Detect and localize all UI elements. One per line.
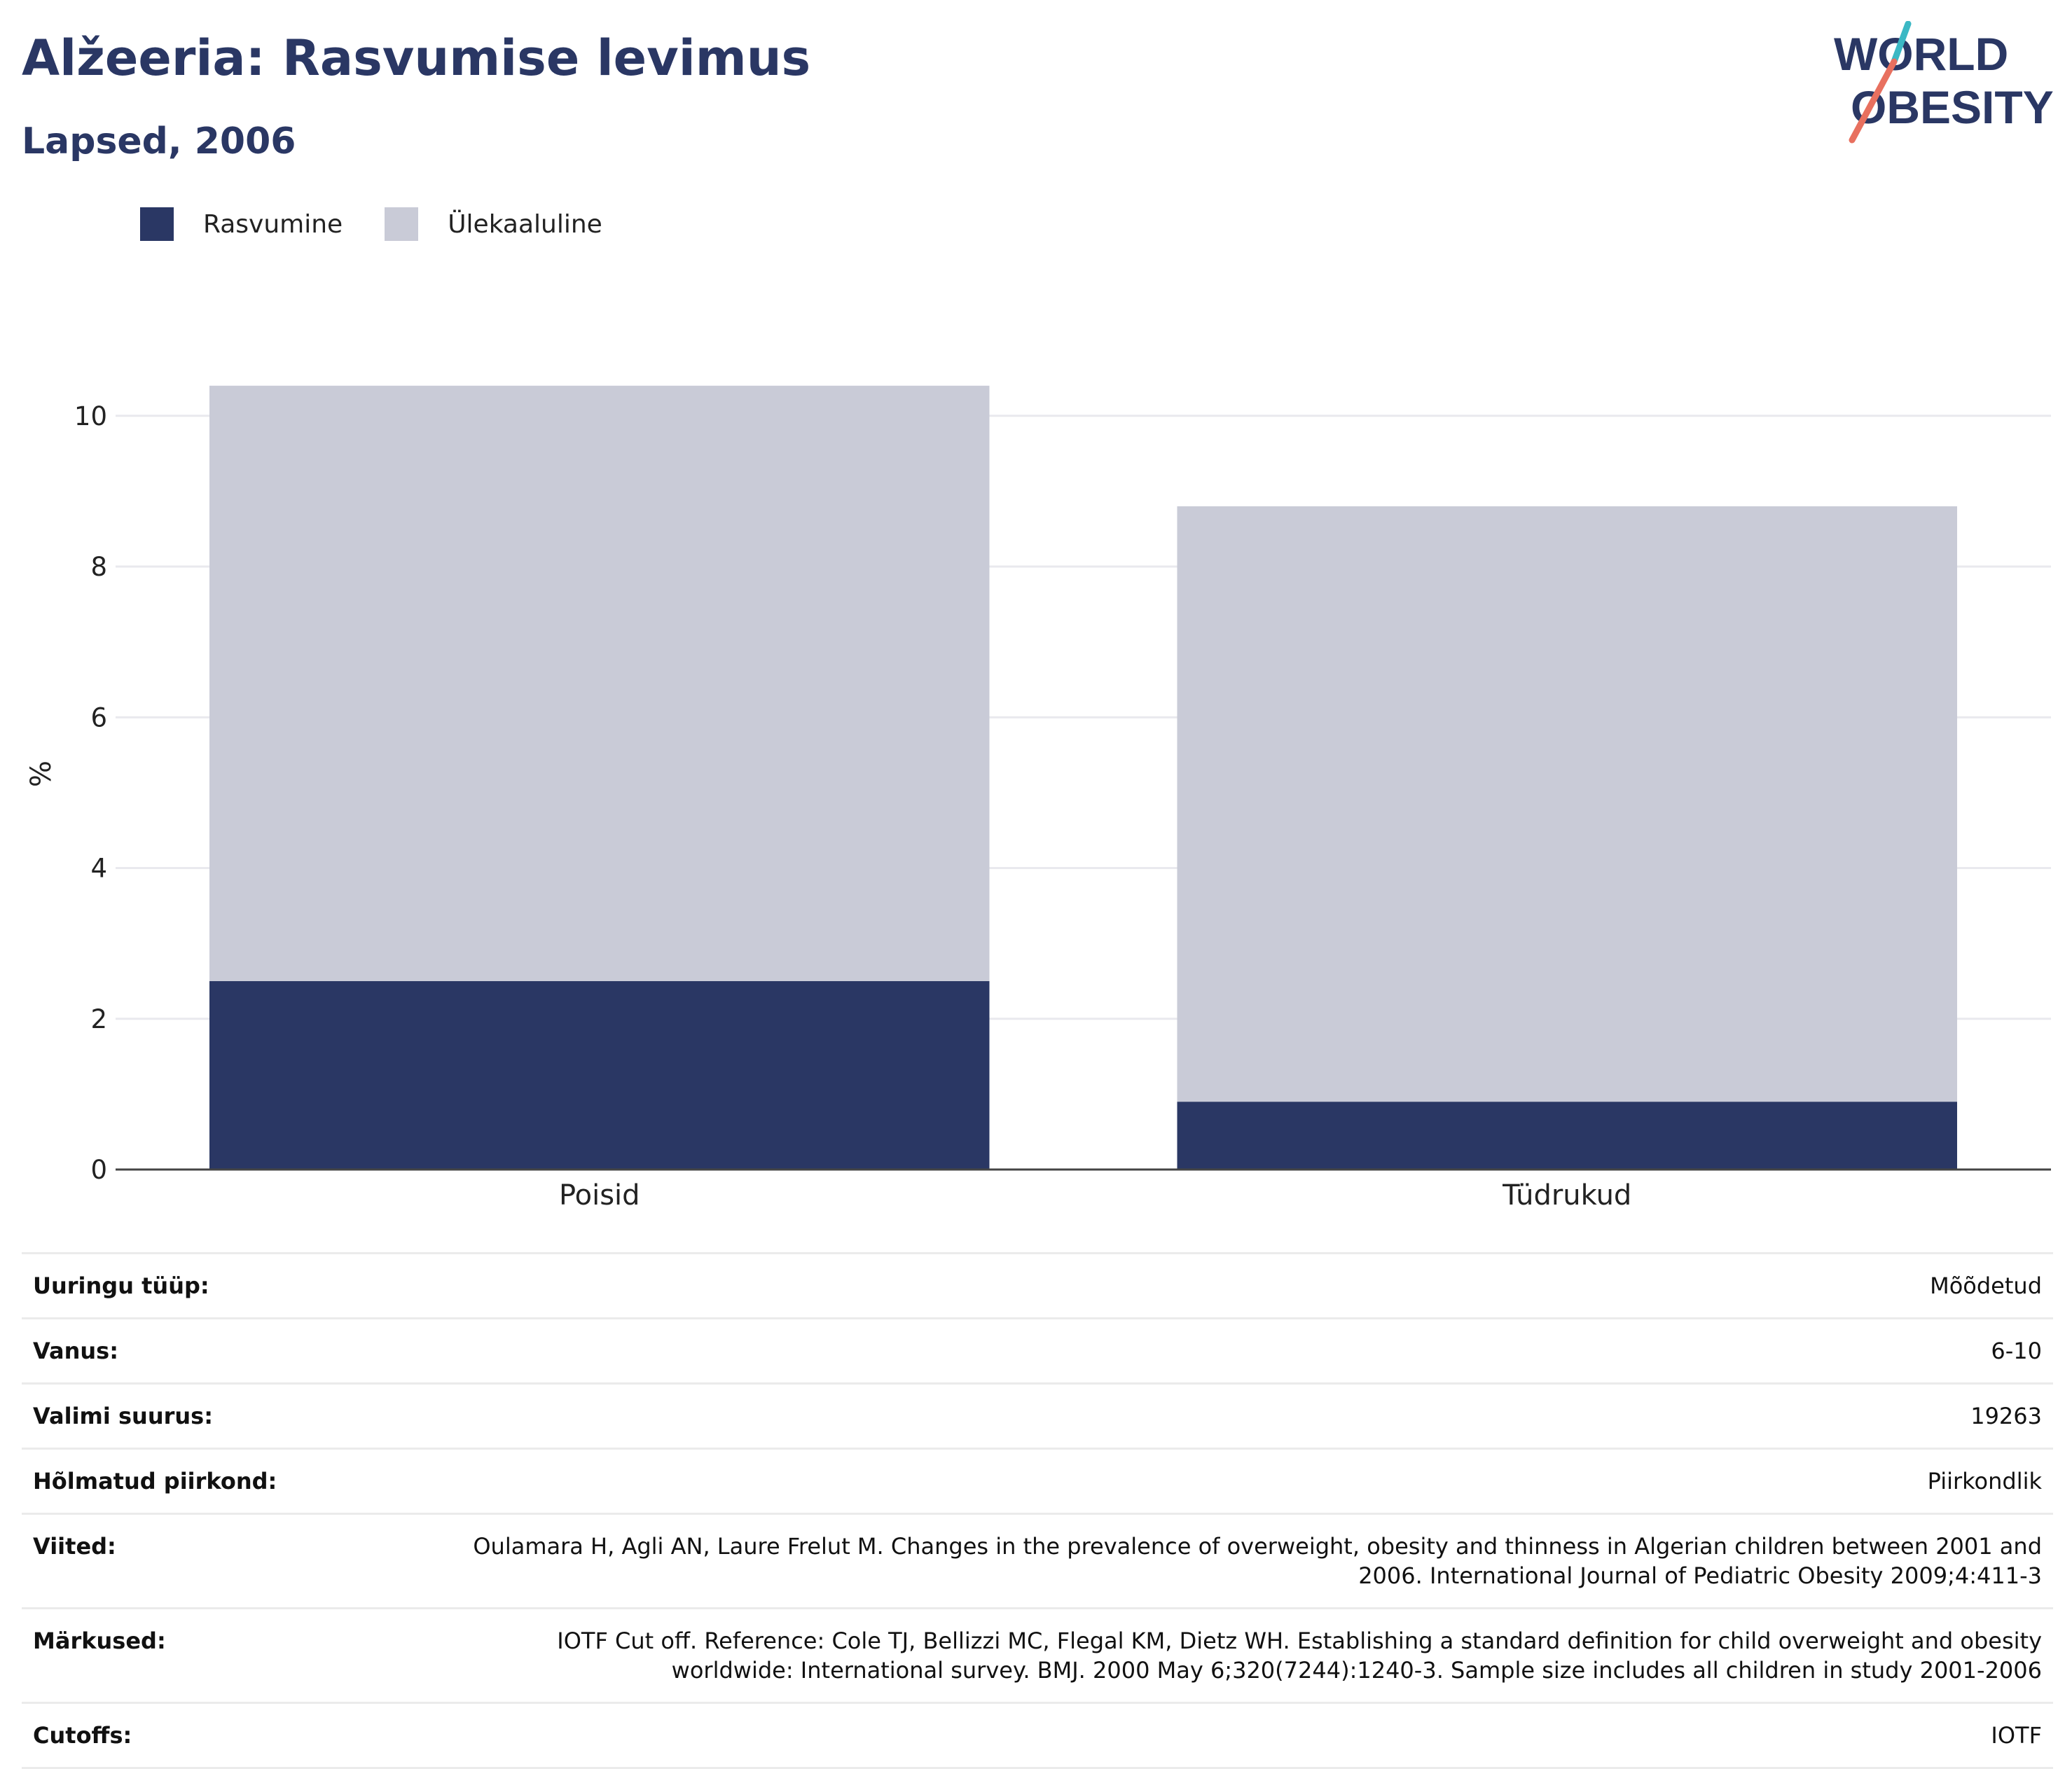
logo-line2: OBESITY	[1851, 81, 2054, 133]
bar--lekaaluline	[1177, 506, 1957, 1102]
legend-swatch-rasvumine	[140, 207, 174, 241]
bar--lekaaluline	[209, 385, 990, 981]
meta-value: Piirkondlik	[453, 1448, 2053, 1514]
meta-label: Märkused:	[22, 1607, 453, 1703]
y-tick-label: 10	[74, 401, 107, 431]
page-subtitle: Lapsed, 2006	[22, 120, 296, 162]
x-tick-label: Tüdrukud	[1502, 1179, 1631, 1212]
table-row: Valimi suurus: 19263	[22, 1382, 2053, 1449]
table-row: Cutoffs: IOTF	[22, 1702, 2053, 1769]
table-row: Vanus: 6-10	[22, 1317, 2053, 1384]
study-details-table: Uuringu tüüp: Mõõdetud Vanus: 6-10 Valimi …	[22, 1252, 2053, 1769]
chart-legend: Rasvumine Ülekaaluline	[140, 207, 644, 241]
meta-label: Uuringu tüüp:	[22, 1252, 453, 1319]
legend-label: Rasvumine	[203, 209, 343, 239]
logo-line1: WORLD	[1834, 28, 2008, 80]
page-title: Alžeeria: Rasvumise levimus	[22, 29, 811, 87]
legend-item-rasvumine[interactable]: Rasvumine	[140, 207, 343, 241]
meta-label: Viited:	[22, 1513, 453, 1609]
meta-value: 19263	[453, 1382, 2053, 1449]
x-tick-label: Poisid	[559, 1179, 640, 1212]
y-axis-label: %	[25, 761, 57, 787]
legend-label: Ülekaaluline	[448, 209, 602, 239]
bar-rasvumine	[1177, 1102, 1957, 1170]
bar-rasvumine	[209, 980, 990, 1170]
table-row: Viited: Oulamara H, Agli AN, Laure Frelut…	[22, 1513, 2053, 1609]
meta-value: Oulamara H, Agli AN, Laure Frelut M. Cha…	[453, 1513, 2053, 1609]
table-row: Märkused: IOTF Cut off. Reference: Cole T…	[22, 1607, 2053, 1703]
table-row: Uuringu tüüp: Mõõdetud	[22, 1252, 2053, 1319]
meta-value: Mõõdetud	[453, 1252, 2053, 1319]
meta-label: Valimi suurus:	[22, 1382, 453, 1449]
y-tick-label: 4	[90, 854, 107, 884]
meta-label: Cutoffs:	[22, 1702, 453, 1769]
y-tick-label: 0	[90, 1155, 107, 1185]
y-tick-label: 8	[90, 552, 107, 582]
legend-item-ulekaaluline[interactable]: Ülekaaluline	[385, 207, 602, 241]
meta-label: Vanus:	[22, 1317, 453, 1384]
meta-label: Hõlmatud piirkond:	[22, 1448, 453, 1514]
meta-value: IOTF Cut off. Reference: Cole TJ, Belliz…	[453, 1607, 2053, 1703]
y-tick-label: 2	[90, 1004, 107, 1034]
y-tick-label: 6	[90, 702, 107, 733]
meta-value: 6-10	[453, 1317, 2053, 1384]
table-row: Hõlmatud piirkond: Piirkondlik	[22, 1448, 2053, 1514]
legend-swatch-ulekaaluline	[385, 207, 419, 241]
world-obesity-logo: WORLD OBESITY	[1834, 21, 2054, 144]
meta-value: IOTF	[453, 1702, 2053, 1769]
stacked-bar-chart: 0 2 4 6 8 10% Poisid Tüdrukud	[25, 385, 2051, 1212]
